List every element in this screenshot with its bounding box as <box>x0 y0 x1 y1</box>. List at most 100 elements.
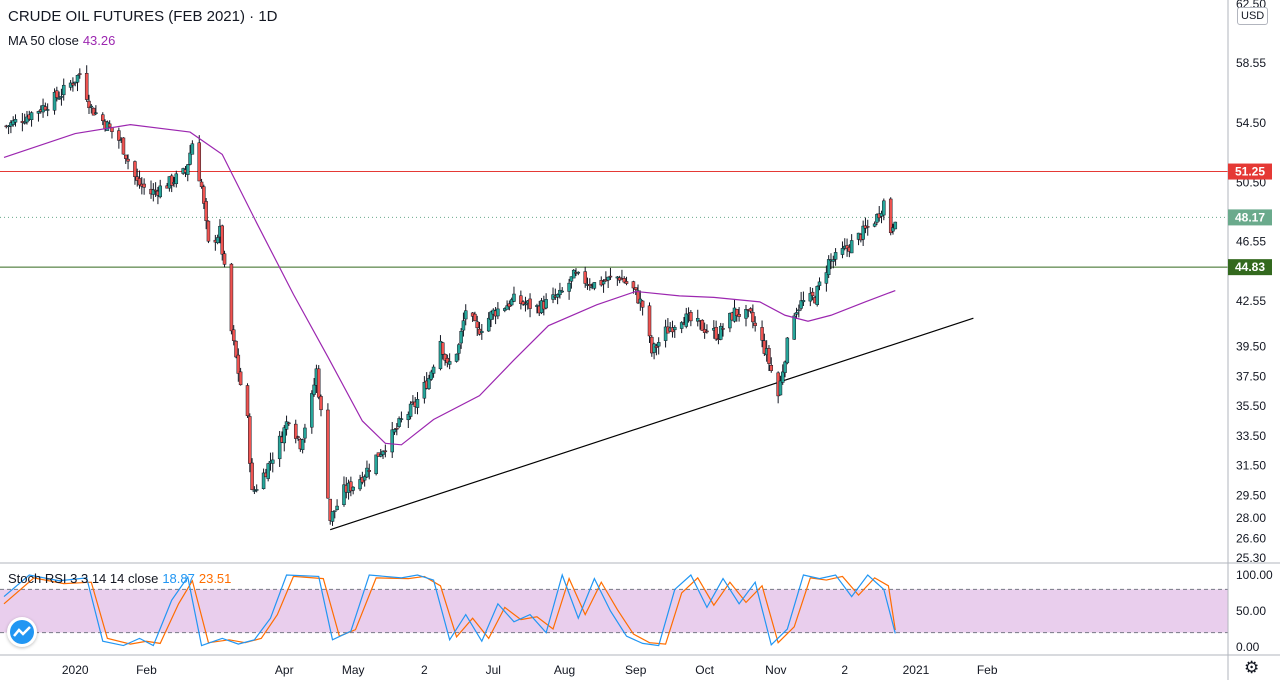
stoch-rsi-legend: Stoch RSI 3 3 14 14 close 18.87 23.51 <box>8 571 231 586</box>
candle-body <box>762 340 767 354</box>
gear-icon[interactable]: ⚙ <box>1244 658 1260 677</box>
time-tick-label: Feb <box>136 663 157 677</box>
candle-body <box>679 322 684 329</box>
candle-body <box>312 384 316 395</box>
candle-body <box>744 309 748 319</box>
candle-body <box>333 510 337 512</box>
candle-body <box>142 183 146 188</box>
stoch-rsi-pane[interactable] <box>0 573 1228 647</box>
candle-body <box>234 340 238 358</box>
candle-body <box>287 422 291 425</box>
candle-body <box>601 281 606 285</box>
stoch-rsi-label: Stoch RSI 3 3 14 14 close <box>8 571 159 586</box>
candle-body <box>445 357 450 364</box>
candle-body <box>124 154 128 159</box>
candle-body <box>780 371 785 383</box>
candle-body <box>792 315 796 340</box>
candle-body <box>826 259 831 275</box>
candle-body <box>443 353 447 361</box>
candle-body <box>849 240 854 254</box>
candle-body <box>158 185 162 198</box>
candle-body <box>555 294 560 298</box>
candle-body <box>608 275 613 278</box>
candle-body <box>486 317 491 332</box>
time-tick-label: Jul <box>486 663 501 677</box>
candle-body <box>204 201 208 221</box>
candle-body <box>101 114 105 121</box>
candle-body <box>406 414 411 421</box>
candle-body <box>567 282 571 292</box>
candle-body <box>714 327 718 340</box>
candle-body <box>463 310 468 320</box>
candle-body <box>760 327 764 341</box>
price-tick-label: 33.50 <box>1236 429 1266 443</box>
candle-body <box>624 281 629 284</box>
level-badge <box>1228 209 1272 226</box>
stoch-k-line <box>3 573 896 647</box>
candle-body <box>429 371 434 380</box>
candle-body <box>673 327 677 331</box>
candle-body <box>794 312 799 315</box>
candle-body <box>229 263 234 332</box>
candle-body <box>199 181 204 187</box>
candle-body <box>817 281 822 286</box>
stoch-band-fill <box>0 589 1228 633</box>
candle-body <box>188 152 192 165</box>
candle-body <box>689 312 693 322</box>
candle-body <box>891 227 895 232</box>
candle-body <box>461 320 466 331</box>
time-tick-label: Sep <box>625 663 647 677</box>
candle-body <box>45 109 50 111</box>
tradingview-cloud-icon[interactable] <box>7 617 37 647</box>
candle-body <box>480 330 484 333</box>
candle-body <box>117 130 121 141</box>
candle-body <box>509 299 514 306</box>
candle-body <box>133 161 137 177</box>
candle-body <box>202 186 206 204</box>
time-tick-label: Apr <box>275 663 294 677</box>
candle-body <box>310 393 314 428</box>
candle-body <box>236 354 241 374</box>
candle-body <box>427 377 431 389</box>
time-tick-label: 2021 <box>903 663 930 677</box>
price-tick-label: 26.60 <box>1236 532 1266 546</box>
price-pane[interactable] <box>0 65 1228 531</box>
candle-body <box>728 312 732 329</box>
candle-body <box>815 286 819 305</box>
candle-body <box>888 198 893 234</box>
stoch-d-line <box>3 575 896 645</box>
candle-body <box>652 343 656 353</box>
candle-body <box>431 366 436 374</box>
candle-body <box>528 298 532 309</box>
candle-body <box>684 313 689 327</box>
candle-body <box>20 121 25 123</box>
candle-body <box>300 439 305 450</box>
candle-body <box>631 281 636 289</box>
candle-body <box>459 331 463 344</box>
ma-legend: MA 50 close 43.26 <box>8 33 115 48</box>
candle-body <box>441 342 445 355</box>
candle-body <box>454 353 459 362</box>
currency-button[interactable]: USD <box>1237 7 1269 25</box>
candle-body <box>640 300 645 308</box>
candle-body <box>654 345 659 348</box>
candle-body <box>365 467 369 478</box>
candle-body <box>59 96 64 98</box>
price-tick-label: 35.50 <box>1236 399 1266 413</box>
candle-body <box>663 326 668 341</box>
candle-body <box>656 342 661 347</box>
candle-body <box>271 459 275 464</box>
candle-body <box>13 119 18 123</box>
candle-body <box>415 399 420 408</box>
candle-body <box>392 429 397 433</box>
ma-value: 43.26 <box>82 33 116 48</box>
candle-body <box>266 463 270 479</box>
candle-body <box>735 309 739 316</box>
candle-body <box>277 435 282 460</box>
price-tick-label: 25.30 <box>1236 551 1266 565</box>
candle-body <box>231 329 236 341</box>
level-label: 44.83 <box>1235 260 1265 274</box>
candle-body <box>399 418 404 420</box>
candle-body <box>362 476 367 481</box>
